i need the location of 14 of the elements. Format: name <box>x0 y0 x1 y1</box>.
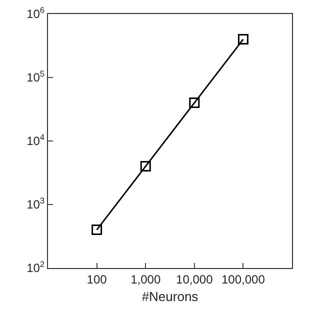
point <box>189 98 200 108</box>
x-tick-label: 10,000 <box>176 272 214 286</box>
point <box>238 34 248 45</box>
y-tick-label: 10$^{6}$ <box>26 5 45 22</box>
x-axis-title: #Neurons <box>142 289 199 304</box>
point <box>140 161 151 172</box>
y-tick-label: 10$^{4}$ <box>26 132 45 148</box>
y-tick-label: 10$^{5}$ <box>26 68 45 85</box>
x-tick-label: 1,000 <box>130 272 161 286</box>
x-tick-label: 100,000 <box>222 272 266 286</box>
x-tick-label: 100 <box>86 272 108 286</box>
y-tick-label: 10$^{2}$ <box>26 259 45 276</box>
y-tick-label: 10$^{3}$ <box>26 196 45 212</box>
point <box>92 224 102 236</box>
